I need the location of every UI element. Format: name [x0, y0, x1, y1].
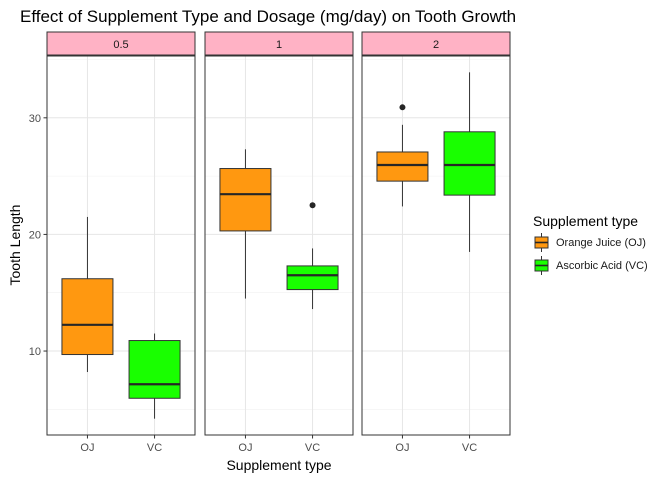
legend: Supplement type Orange Juice (OJ) Ascorbi… — [533, 213, 648, 275]
facet-panel: 0.5 OJ VC 10 20 30 — [29, 31, 196, 454]
facet-strip — [204, 31, 354, 56]
box-body — [128, 340, 181, 399]
legend-title: Supplement type — [533, 213, 638, 229]
y-axis-title: Tooth Length — [7, 205, 23, 286]
box-body — [219, 168, 272, 232]
facet-panel: 1 OJ VC — [204, 31, 354, 454]
legend-entry: Ascorbic Acid (VC) — [534, 256, 648, 275]
box-vc — [286, 202, 339, 310]
x-tick-label: OJ — [80, 442, 94, 454]
outlier-point — [399, 104, 406, 111]
x-tick-label: VC — [305, 442, 320, 454]
legend-entry: Orange Juice (OJ) — [534, 233, 646, 252]
box-body — [61, 278, 114, 356]
box-vc — [443, 72, 496, 252]
panel-border — [361, 55, 511, 436]
box-body — [376, 151, 429, 182]
x-tick-label: OJ — [238, 442, 252, 454]
panel-background — [362, 56, 510, 435]
facet-panels: 0.5 OJ VC 10 20 30 1 OJ VC 2 OJ VC — [29, 31, 511, 454]
facet-strip-label: 1 — [276, 39, 282, 51]
facet-strip — [46, 31, 196, 56]
facet-strip-label: 2 — [433, 39, 439, 51]
chart-title: Effect of Supplement Type and Dosage (mg… — [20, 7, 516, 26]
legend-label: Ascorbic Acid (VC) — [556, 260, 648, 272]
y-tick-label: 10 — [29, 346, 41, 358]
facet-panel: 2 OJ VC — [361, 31, 511, 454]
box-vc — [128, 333, 181, 419]
legend-label: Orange Juice (OJ) — [556, 237, 646, 249]
box-oj — [219, 149, 272, 299]
panel-border — [46, 55, 196, 436]
outlier-point — [309, 202, 316, 209]
x-axis-title: Supplement type — [226, 457, 331, 473]
panel-border — [204, 55, 354, 436]
box-oj — [376, 104, 429, 207]
facet-strip — [361, 31, 511, 56]
y-tick-label: 30 — [29, 113, 41, 125]
box-oj — [61, 216, 114, 373]
facet-strip-label: 0.5 — [113, 39, 128, 51]
x-tick-label: VC — [462, 442, 477, 454]
box-body — [443, 131, 496, 196]
y-tick-label: 20 — [29, 229, 41, 241]
box-body — [286, 265, 339, 291]
x-tick-label: OJ — [395, 442, 409, 454]
panel-background — [205, 56, 353, 435]
x-tick-label: VC — [147, 442, 162, 454]
